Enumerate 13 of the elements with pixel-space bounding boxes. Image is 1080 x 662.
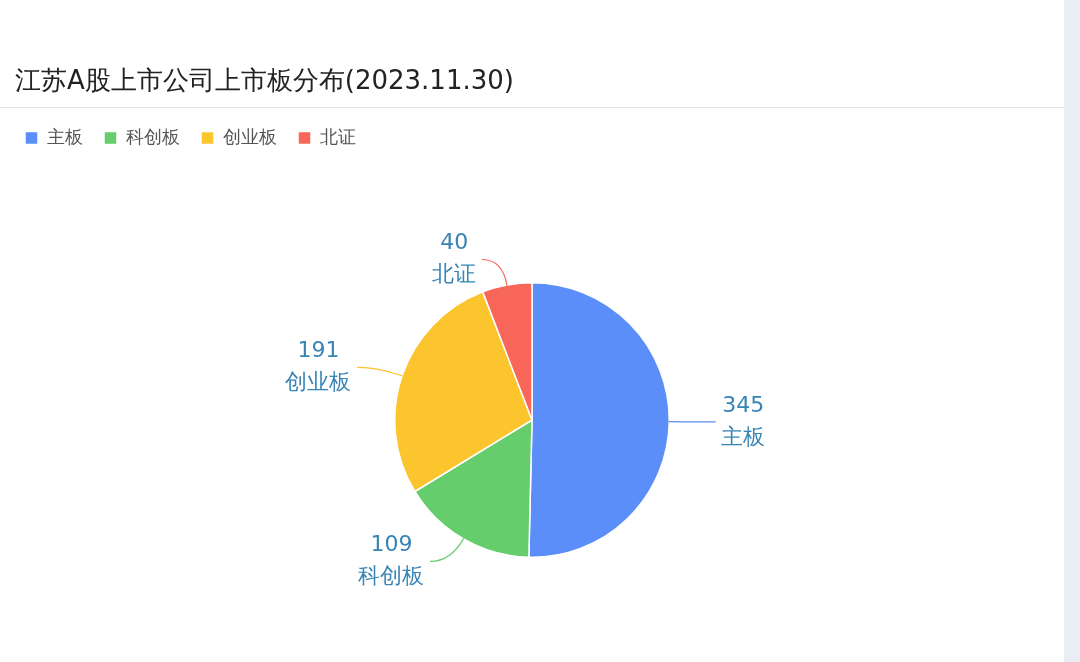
data-label: 345 <box>722 391 765 417</box>
data-label: 191 <box>297 337 340 363</box>
legend-label: 主板 <box>47 125 83 147</box>
data-label: 40 <box>440 229 469 255</box>
chart-title: 江苏A股上市公司上市板分布(2023.11.30) <box>0 0 1064 108</box>
data-label: 109 <box>370 531 413 557</box>
legend-label: 科创板 <box>126 125 180 147</box>
legend-label: 北证 <box>320 125 356 147</box>
slice-label: 主板 <box>721 423 766 449</box>
slice-label: 创业板 <box>285 369 352 395</box>
slice-label: 北证 <box>432 261 477 287</box>
slice-label: 科创板 <box>358 563 425 589</box>
legend-label: 创业板 <box>223 125 277 147</box>
